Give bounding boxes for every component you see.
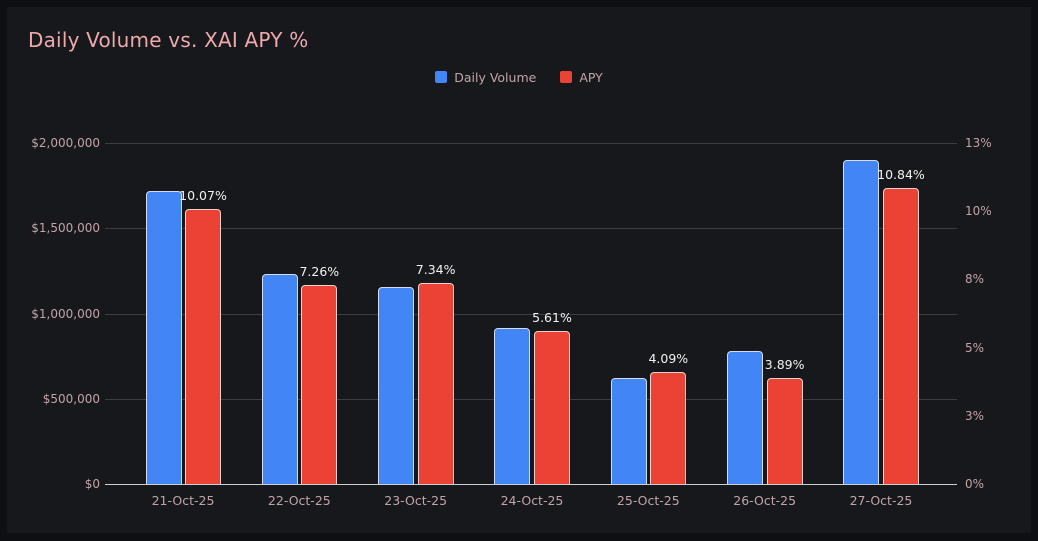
x-axis-tick-label: 21-Oct-25 xyxy=(151,493,215,508)
bar-apy[interactable] xyxy=(882,187,919,484)
y-axis-right-tick-label: 0% xyxy=(965,477,985,491)
y-axis-right-tick-label: 13% xyxy=(965,136,992,150)
legend-label: Daily Volume xyxy=(454,69,537,85)
bar-apy[interactable] xyxy=(185,208,221,484)
y-axis-left-tick-label: $1,000,000 xyxy=(31,306,100,321)
legend-label: APY xyxy=(579,69,603,85)
apy-data-label: 4.09% xyxy=(648,351,689,367)
y-axis-left-tick-label: $0 xyxy=(84,477,100,491)
x-axis-tick-label: 22-Oct-25 xyxy=(267,493,331,508)
x-axis-tick-label: 27-Oct-25 xyxy=(849,493,913,508)
bar-apy[interactable] xyxy=(650,372,687,484)
legend-item-apy[interactable]: APY xyxy=(560,69,603,85)
apy-data-label: 7.34% xyxy=(415,262,456,278)
y-axis-right-tick-label: 3% xyxy=(965,408,985,423)
bar-apy[interactable] xyxy=(301,285,338,484)
gridline xyxy=(105,143,957,144)
apy-data-label: 5.61% xyxy=(532,309,572,325)
y-axis-left-tick-label: $500,000 xyxy=(42,391,100,406)
gridline xyxy=(105,398,957,400)
daily-volume-swatch-icon xyxy=(435,71,448,83)
apy-swatch-icon xyxy=(560,71,573,83)
apy-data-label: 10.84% xyxy=(877,166,925,182)
x-axis-tick-label: 24-Oct-25 xyxy=(500,493,564,508)
y-axis-right-tick-label: 10% xyxy=(965,204,992,219)
legend-item-daily-volume[interactable]: Daily Volume xyxy=(435,70,536,85)
bar-daily-volume[interactable] xyxy=(378,287,415,484)
x-axis-tick-label: 26-Oct-25 xyxy=(733,493,797,508)
bar-daily-volume[interactable] xyxy=(843,160,880,484)
y-axis-right-tick-label: 5% xyxy=(965,340,985,355)
gridline xyxy=(105,313,957,315)
bar-daily-volume[interactable] xyxy=(261,274,298,484)
gridline xyxy=(105,228,957,230)
bar-daily-volume[interactable] xyxy=(145,190,182,484)
apy-data-label: 10.07% xyxy=(179,187,227,203)
apy-data-label: 7.26% xyxy=(299,264,340,280)
x-axis-line xyxy=(105,484,957,485)
y-axis-left-tick-label: $2,000,000 xyxy=(31,136,100,150)
y-axis-left-tick-label: $1,500,000 xyxy=(31,221,100,236)
bar-daily-volume[interactable] xyxy=(494,327,531,484)
bar-daily-volume[interactable] xyxy=(610,378,647,484)
bar-daily-volume[interactable] xyxy=(727,351,764,484)
bar-apy[interactable] xyxy=(417,283,454,484)
x-axis-tick-label: 23-Oct-25 xyxy=(384,493,448,508)
bar-apy[interactable] xyxy=(533,330,570,484)
chart-title: Daily Volume vs. XAI APY % xyxy=(28,28,309,52)
bar-apy[interactable] xyxy=(766,377,803,484)
y-axis-right-tick-label: 8% xyxy=(965,272,985,287)
apy-data-label: 3.89% xyxy=(764,356,805,372)
x-axis-tick-label: 25-Oct-25 xyxy=(616,493,680,508)
legend: Daily Volume APY xyxy=(0,68,1038,86)
